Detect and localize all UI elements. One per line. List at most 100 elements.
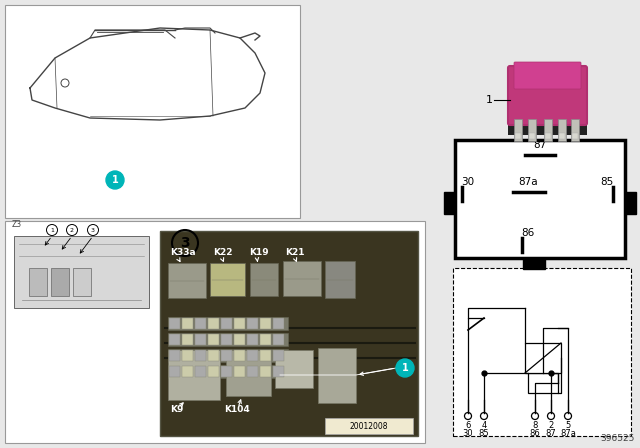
Circle shape bbox=[396, 359, 414, 377]
Bar bbox=[208, 366, 219, 377]
Bar bbox=[558, 119, 566, 141]
Text: 8: 8 bbox=[532, 421, 538, 430]
Bar bbox=[182, 350, 193, 361]
Bar bbox=[275, 350, 313, 388]
Bar bbox=[453, 268, 631, 436]
Bar bbox=[234, 334, 245, 345]
Text: 6: 6 bbox=[465, 421, 470, 430]
Text: 85: 85 bbox=[600, 177, 614, 187]
Bar bbox=[260, 366, 271, 377]
Text: Z3: Z3 bbox=[12, 220, 22, 229]
Bar bbox=[168, 333, 288, 346]
Text: 2: 2 bbox=[70, 228, 74, 233]
Bar bbox=[515, 133, 521, 139]
Text: 3: 3 bbox=[91, 228, 95, 233]
Bar bbox=[226, 350, 271, 396]
Bar bbox=[168, 317, 288, 330]
Bar bbox=[250, 263, 278, 296]
Text: K33a: K33a bbox=[170, 248, 196, 257]
Bar bbox=[260, 318, 271, 329]
Bar bbox=[234, 350, 245, 361]
FancyBboxPatch shape bbox=[508, 66, 587, 125]
Bar bbox=[221, 350, 232, 361]
Bar bbox=[234, 366, 245, 377]
Bar bbox=[51, 268, 69, 296]
Text: 86: 86 bbox=[530, 428, 540, 438]
Bar bbox=[528, 119, 536, 141]
Bar bbox=[325, 261, 355, 298]
Bar bbox=[444, 192, 455, 214]
Bar bbox=[545, 133, 551, 139]
Text: 5: 5 bbox=[565, 421, 571, 430]
FancyBboxPatch shape bbox=[514, 62, 581, 89]
Bar bbox=[169, 366, 180, 377]
Text: K104: K104 bbox=[224, 405, 250, 414]
Bar bbox=[195, 318, 206, 329]
Text: 85: 85 bbox=[479, 428, 490, 438]
Bar bbox=[168, 365, 288, 378]
Text: 86: 86 bbox=[522, 228, 534, 238]
Bar bbox=[160, 231, 418, 436]
Text: 2: 2 bbox=[548, 421, 554, 430]
Text: K21: K21 bbox=[285, 248, 305, 257]
Bar bbox=[182, 318, 193, 329]
Bar bbox=[528, 373, 558, 393]
Bar bbox=[529, 133, 535, 139]
Bar bbox=[210, 263, 245, 296]
Bar bbox=[318, 348, 356, 403]
Bar bbox=[544, 119, 552, 141]
Text: 1: 1 bbox=[402, 363, 408, 373]
Bar bbox=[169, 334, 180, 345]
Text: 87: 87 bbox=[533, 140, 547, 150]
Text: 30: 30 bbox=[463, 428, 474, 438]
Bar bbox=[182, 334, 193, 345]
Text: 30: 30 bbox=[461, 177, 475, 187]
Bar bbox=[208, 350, 219, 361]
Bar bbox=[247, 334, 258, 345]
Bar bbox=[260, 334, 271, 345]
Bar bbox=[73, 268, 91, 296]
Bar bbox=[221, 366, 232, 377]
Bar bbox=[195, 350, 206, 361]
Bar bbox=[234, 318, 245, 329]
Bar bbox=[273, 334, 284, 345]
Text: 396525: 396525 bbox=[600, 434, 635, 443]
Bar bbox=[29, 268, 47, 296]
Bar bbox=[625, 192, 636, 214]
Bar bbox=[514, 119, 522, 141]
Bar bbox=[208, 318, 219, 329]
Text: K22: K22 bbox=[213, 248, 232, 257]
Bar bbox=[283, 261, 321, 296]
Text: K19: K19 bbox=[249, 248, 269, 257]
Bar bbox=[325, 418, 413, 434]
Text: 4: 4 bbox=[481, 421, 486, 430]
Bar bbox=[247, 350, 258, 361]
Bar bbox=[208, 334, 219, 345]
Bar bbox=[455, 140, 625, 258]
Bar bbox=[5, 221, 425, 443]
Bar bbox=[169, 318, 180, 329]
Text: K9: K9 bbox=[170, 405, 184, 414]
Text: 20012008: 20012008 bbox=[349, 422, 388, 431]
Bar bbox=[5, 5, 300, 218]
Bar bbox=[221, 318, 232, 329]
Text: 1: 1 bbox=[486, 95, 493, 105]
Bar bbox=[168, 349, 288, 362]
Bar bbox=[168, 350, 220, 400]
Text: 1: 1 bbox=[111, 175, 118, 185]
Bar bbox=[168, 263, 206, 298]
Bar bbox=[182, 366, 193, 377]
Bar bbox=[195, 334, 206, 345]
Bar bbox=[195, 366, 206, 377]
Bar bbox=[508, 66, 587, 135]
Bar bbox=[559, 133, 565, 139]
Bar bbox=[525, 343, 561, 373]
Bar bbox=[571, 119, 579, 141]
Circle shape bbox=[106, 171, 124, 189]
Bar bbox=[523, 258, 545, 269]
Text: 1: 1 bbox=[50, 228, 54, 233]
Text: 87a: 87a bbox=[518, 177, 538, 187]
Bar bbox=[169, 350, 180, 361]
Text: 3: 3 bbox=[180, 236, 190, 250]
Bar bbox=[221, 334, 232, 345]
